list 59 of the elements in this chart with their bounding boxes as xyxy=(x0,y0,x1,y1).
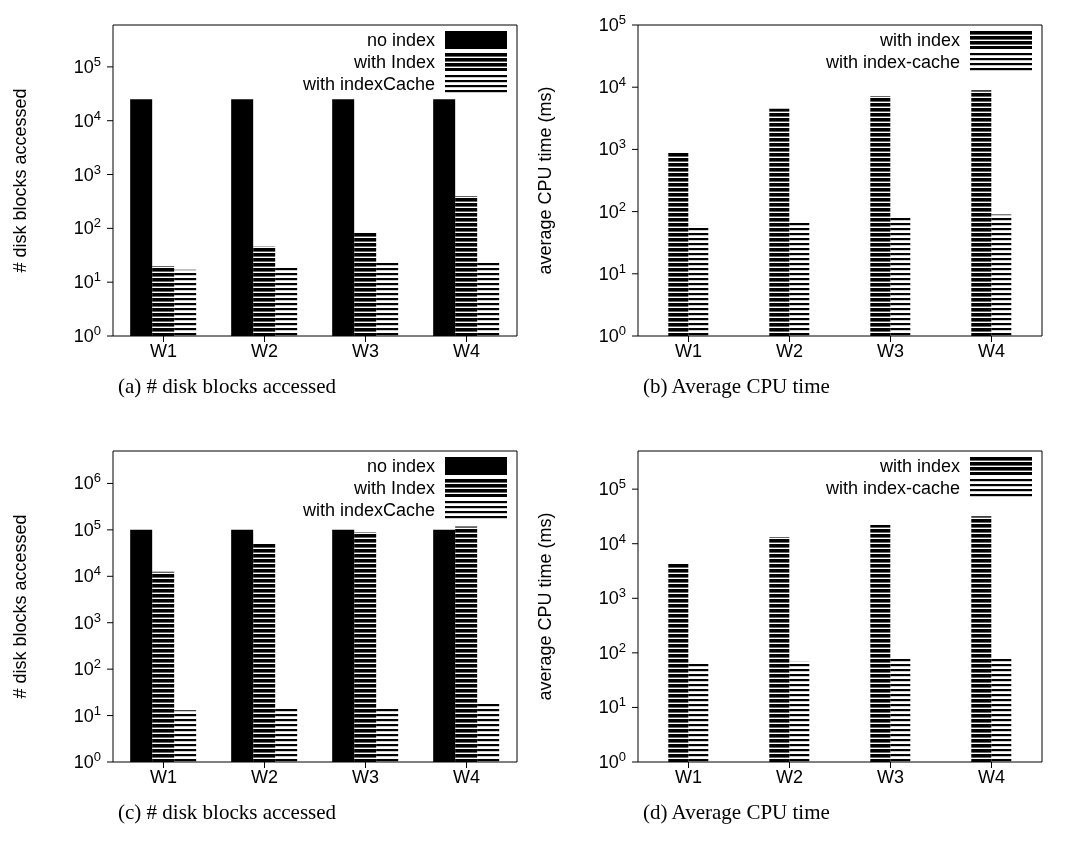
y-tick-label: 10$^{3}$ xyxy=(73,161,101,185)
y-tick-label: 10$^{3}$ xyxy=(598,584,626,609)
x-tick-label: W4 xyxy=(453,766,480,787)
legend-label: no index xyxy=(366,29,435,51)
y-tick-label: 10$^{1}$ xyxy=(73,268,101,293)
y-tick-label: 10$^{5}$ xyxy=(73,516,101,540)
x-tick-label: W4 xyxy=(978,766,1005,787)
y-tick-label: 10$^{4}$ xyxy=(73,107,101,131)
legend-label: with index xyxy=(879,455,960,477)
legend-label: no index xyxy=(366,455,435,477)
y-axis-title: # disk blocks accessed xyxy=(10,514,31,699)
y-tick-label: 10$^{2}$ xyxy=(73,655,101,680)
x-tick-label: W2 xyxy=(776,340,803,361)
legend-label: with index-cache xyxy=(825,51,960,73)
y-tick-label: 10$^{4}$ xyxy=(598,530,626,554)
y-tick-label: 10$^{0}$ xyxy=(73,322,101,346)
legend-label: with indexCache xyxy=(302,73,435,95)
x-tick-label: W2 xyxy=(776,766,803,787)
x-tick-label: W1 xyxy=(150,766,177,787)
legend-label: with Index xyxy=(353,51,435,73)
y-tick-label: 10$^{0}$ xyxy=(73,748,101,772)
y-tick-label: 10$^{1}$ xyxy=(73,702,101,726)
text: (a) # disk blocks accessed xyxy=(117,374,338,400)
y-axis-title: # disk blocks accessed xyxy=(10,88,31,273)
x-tick-label: W4 xyxy=(978,340,1005,361)
y-tick-label: 10$^{4}$ xyxy=(598,73,626,98)
y-tick-label: 10$^{5}$ xyxy=(598,11,626,35)
x-tick-label: W3 xyxy=(877,766,904,787)
y-axis-title: average CPU time (ms) xyxy=(535,86,556,275)
y-tick-label: 10$^{6}$ xyxy=(73,469,101,494)
legend-label: with index-cache xyxy=(825,477,960,499)
y-tick-label: 10$^{3}$ xyxy=(73,609,101,633)
text: (c) # disk blocks accessed xyxy=(117,800,338,826)
x-tick-label: W2 xyxy=(251,340,278,361)
x-tick-label: W1 xyxy=(150,340,177,361)
legend-label: with indexCache xyxy=(302,499,435,521)
y-tick-label: 10$^{0}$ xyxy=(598,748,626,772)
text: (d) Average CPU time xyxy=(642,800,831,826)
y-axis-title: average CPU time (ms) xyxy=(535,512,556,701)
legend-label: with index xyxy=(879,29,960,51)
legend-label: with Index xyxy=(353,477,435,499)
y-tick-label: 10$^{1}$ xyxy=(598,260,626,284)
y-tick-label: 10$^{2}$ xyxy=(598,639,626,663)
y-tick-label: 10$^{1}$ xyxy=(598,693,626,718)
y-tick-label: 10$^{5}$ xyxy=(73,53,101,77)
x-tick-label: W3 xyxy=(352,766,379,787)
y-tick-label: 10$^{2}$ xyxy=(598,198,626,222)
text: (b) Average CPU time xyxy=(642,374,831,400)
y-tick-label: 10$^{3}$ xyxy=(598,135,626,160)
x-tick-label: W2 xyxy=(251,766,278,787)
y-tick-label: 10$^{0}$ xyxy=(598,322,626,346)
x-tick-label: W3 xyxy=(352,340,379,361)
y-tick-label: 10$^{5}$ xyxy=(598,475,626,500)
x-tick-label: W4 xyxy=(453,340,480,361)
y-tick-label: 10$^{2}$ xyxy=(73,214,101,239)
y-tick-label: 10$^{4}$ xyxy=(73,562,101,587)
x-tick-label: W1 xyxy=(675,340,702,361)
x-tick-label: W1 xyxy=(675,766,702,787)
x-tick-label: W3 xyxy=(877,340,904,361)
